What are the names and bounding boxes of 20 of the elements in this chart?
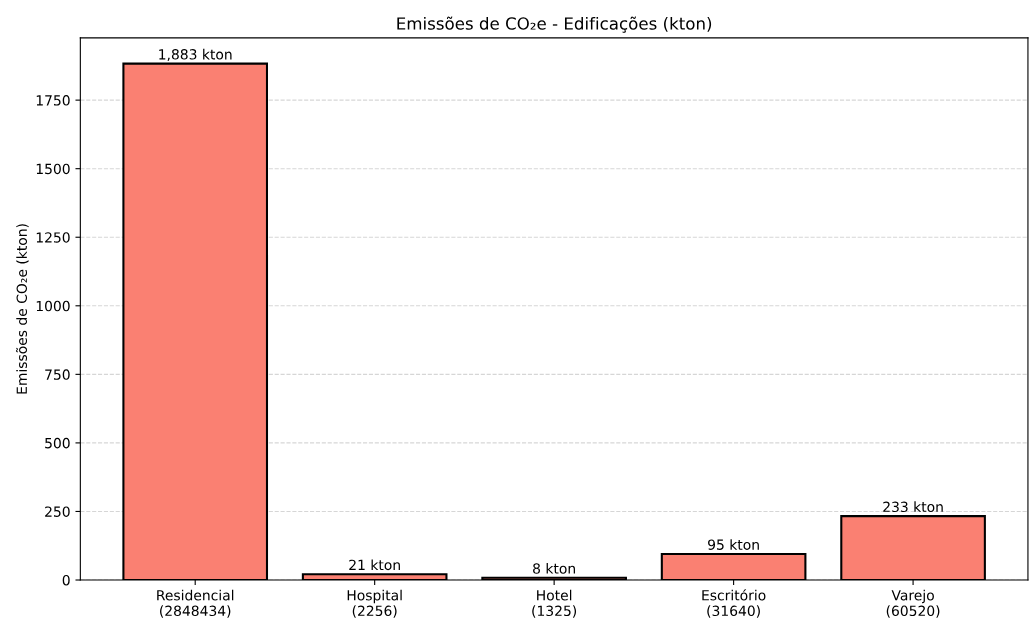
chart-title: Emissões de CO₂e - Edificações (kton) bbox=[397, 16, 712, 33]
y-tick-label: 1500 bbox=[36, 163, 70, 175]
x-tick-label: Escritório (31640) bbox=[702, 589, 766, 618]
x-tick-label: Residencial (2848434) bbox=[157, 589, 234, 618]
y-tick-label: 1250 bbox=[36, 232, 70, 243]
y-tick-label: 500 bbox=[45, 437, 70, 449]
y-tick-label: 1000 bbox=[36, 300, 70, 312]
x-tick-label: Hotel (1325) bbox=[532, 589, 577, 618]
y-tick-label: 750 bbox=[45, 369, 70, 380]
data-label: 8 kton bbox=[533, 562, 575, 574]
data-label: 233 kton bbox=[883, 501, 943, 513]
x-tick-label: Hospital (2256) bbox=[347, 589, 402, 618]
y-tick-label: 1750 bbox=[36, 95, 70, 106]
x-tick-label: Varejo (60520) bbox=[886, 589, 940, 618]
data-label: 1,883 kton bbox=[159, 48, 232, 61]
data-label: 95 kton bbox=[708, 539, 759, 550]
data-label: 21 kton bbox=[349, 559, 400, 571]
y-tick-label: 0 bbox=[62, 574, 70, 586]
y-axis-title: Emissões de CO₂e (kton) bbox=[16, 224, 29, 394]
y-tick-label: 250 bbox=[45, 506, 70, 517]
